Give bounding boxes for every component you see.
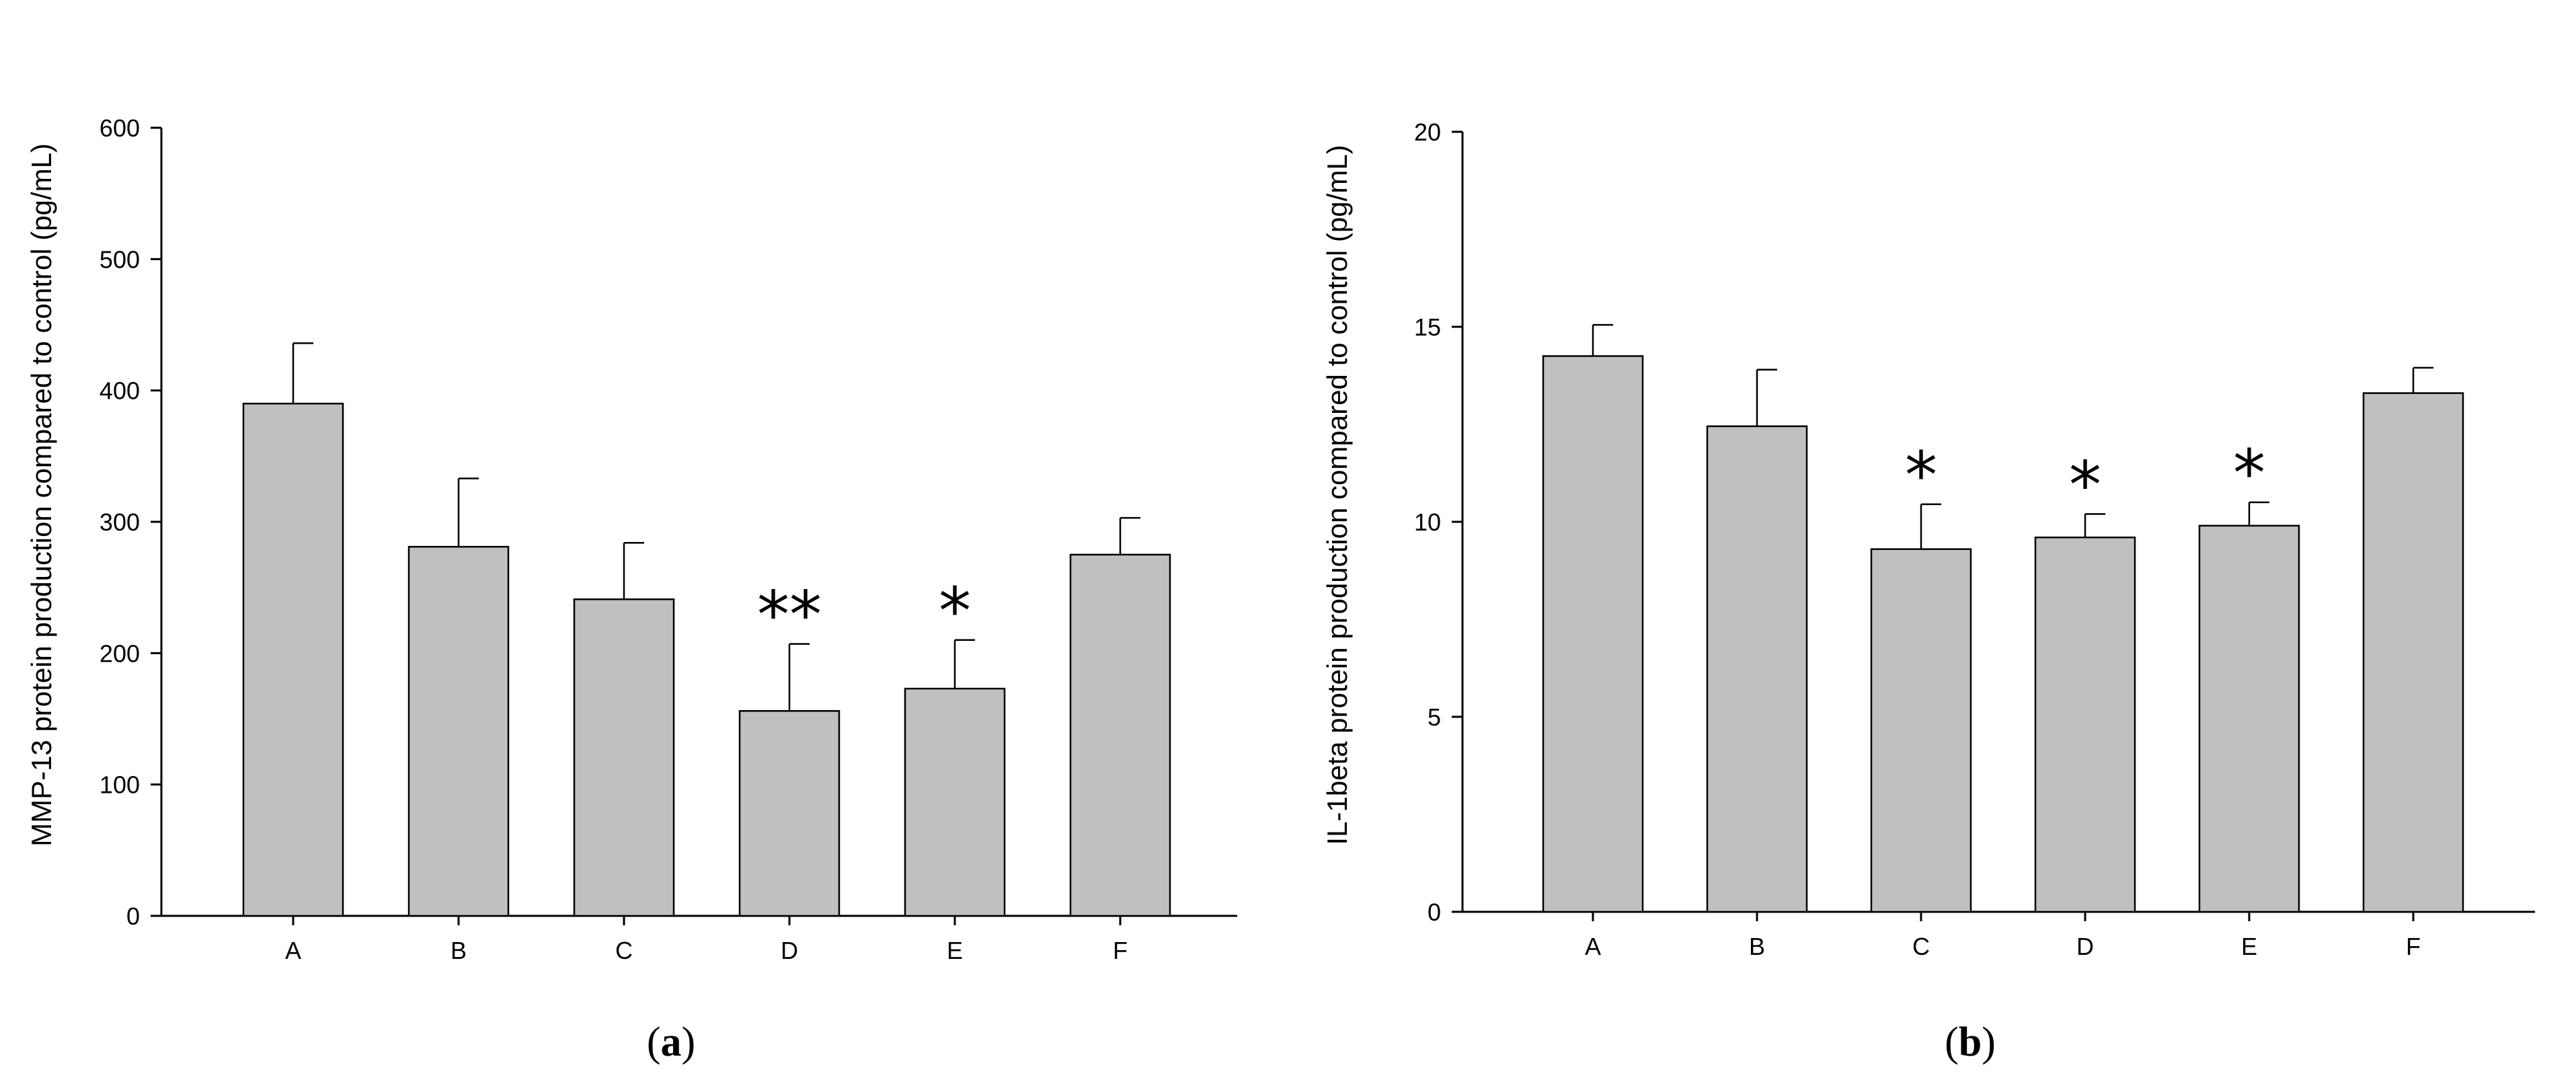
- x-tick-label-C: C: [1912, 933, 1930, 960]
- significance-mark-D: *: [2069, 447, 2101, 522]
- bar-B: [1706, 425, 1808, 913]
- y-tick-label: 500: [100, 245, 140, 273]
- bar-A: [242, 402, 344, 917]
- significance-mark-E: *: [939, 574, 971, 649]
- y-tick-label: 5: [1428, 703, 1441, 731]
- y-tick-label: 300: [100, 508, 140, 536]
- y-tick-label: 15: [1414, 313, 1441, 341]
- x-tick-label-C: C: [615, 937, 633, 964]
- y-axis-title: IL-1beta protein production compared to …: [1321, 145, 1353, 845]
- x-tick-label-D: D: [2076, 933, 2094, 960]
- y-tick-label: 600: [100, 114, 140, 142]
- x-tick-label-E: E: [2241, 933, 2257, 960]
- bar-A: [1542, 355, 1644, 913]
- bar-C: [1870, 548, 1972, 913]
- chart-a-svg: 0 100 200 300 400 500 600 A B C D ** E * F MMP-13 prote…: [26, 114, 1237, 1065]
- y-tick-label: 0: [1428, 898, 1441, 926]
- bar-D: [738, 710, 841, 917]
- significance-mark-D: **: [757, 578, 822, 653]
- bar-F: [2362, 392, 2464, 913]
- x-tick-label-B: B: [451, 937, 467, 964]
- chart-b-svg: 0 5 10 15 20 A B C * D * E * F IL-1beta protein produc…: [1321, 118, 2535, 1065]
- x-tick-label-A: A: [1585, 933, 1601, 960]
- x-tick-label-D: D: [781, 937, 798, 964]
- y-tick-label: 10: [1414, 508, 1441, 536]
- significance-mark-C: *: [1905, 438, 1937, 513]
- significance-mark-E: *: [2233, 436, 2265, 511]
- x-tick-label-A: A: [285, 937, 301, 964]
- bar-C: [573, 598, 675, 917]
- panel-caption: (b): [1945, 1019, 1996, 1065]
- x-tick-label-B: B: [1749, 933, 1765, 960]
- y-tick-label: 0: [126, 902, 140, 930]
- y-tick-label: 100: [100, 771, 140, 799]
- x-tick-label-E: E: [947, 937, 963, 964]
- bar-E: [2198, 524, 2300, 913]
- y-tick-label: 20: [1414, 118, 1441, 146]
- bar-F: [1069, 553, 1171, 917]
- bar-D: [2034, 536, 2136, 913]
- y-axis-title: MMP-13 protein production compared to co…: [26, 143, 57, 847]
- x-tick-label-F: F: [2406, 933, 2421, 960]
- panel-caption: (a): [647, 1019, 695, 1065]
- chart-panel-b: 0 5 10 15 20 A B C * D * E * F IL-1beta protein produc…: [1288, 0, 2576, 1088]
- bar-E: [904, 687, 1006, 917]
- y-tick-label: 200: [100, 639, 140, 667]
- y-tick-label: 400: [100, 377, 140, 405]
- chart-panel-a: 0 100 200 300 400 500 600 A B C D ** E * F MMP-13 prote…: [26, 114, 1237, 1065]
- x-tick-label-F: F: [1113, 937, 1128, 964]
- bar-B: [407, 545, 510, 917]
